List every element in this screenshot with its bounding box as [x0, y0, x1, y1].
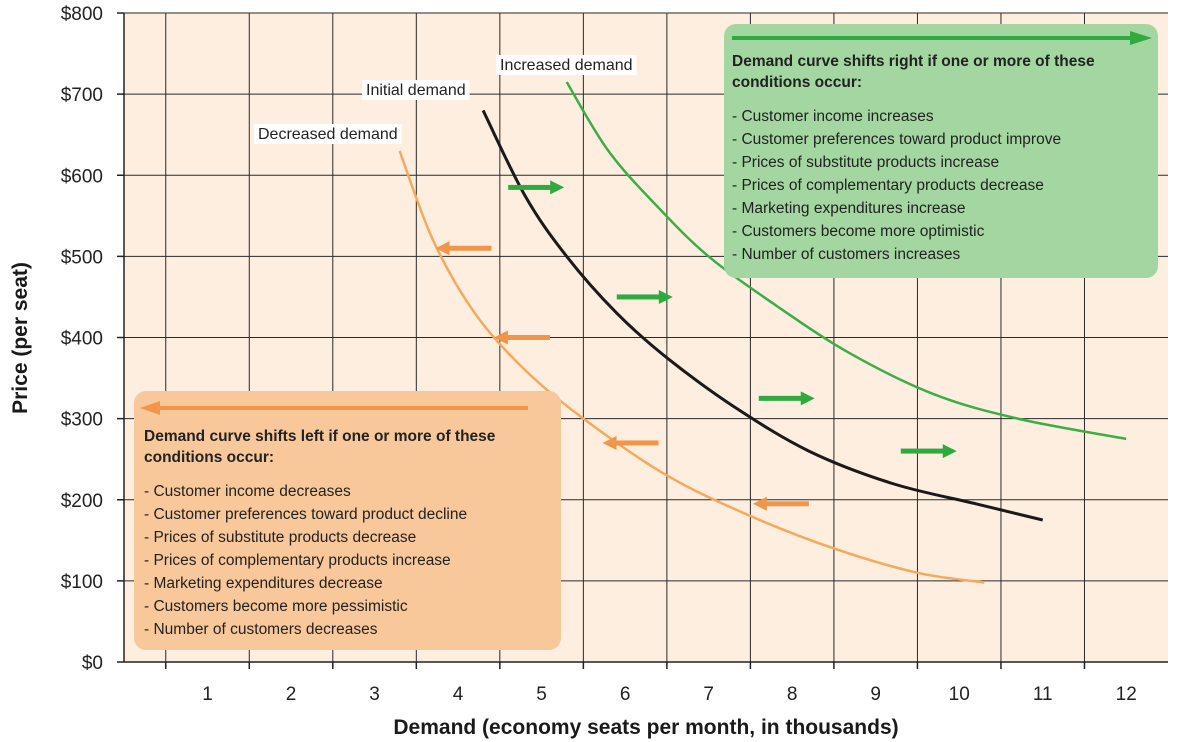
list-item: Customer preferences toward product decl… [144, 503, 551, 526]
left-shift-arrow-icon [493, 330, 550, 345]
left-shift-arrow-icon [435, 241, 492, 256]
y-axis-title: Price (per seat) [9, 262, 32, 414]
left-shift-arrow-icon [602, 435, 659, 450]
demand-curves [398, 81, 1127, 584]
shift-left-heading: Demand curve shifts left if one or more … [144, 428, 496, 466]
y-tick-label: $600 [61, 166, 103, 187]
decreased-demand-label: Decreased demand [258, 126, 398, 143]
x-tick-label: 6 [620, 684, 631, 705]
increased-demand-label-bg [496, 55, 637, 75]
y-tick-label: $800 [61, 4, 103, 25]
x-tick-label: 1 [202, 684, 213, 705]
initial-demand-label-bg [362, 80, 470, 100]
y-ticks: $0 $100 $200 $300 $400 $500 $600 $700 $800 [61, 4, 103, 674]
x-tick-label: 9 [870, 684, 881, 705]
x-tick-label: 10 [949, 684, 970, 705]
initial-demand-curve [481, 109, 1044, 522]
decreased-demand-curve [398, 150, 985, 584]
list-item: Customers become more optimistic [732, 220, 1148, 243]
y-tick-label: $300 [61, 410, 103, 431]
list-item: Customers become more pessimistic [144, 595, 551, 618]
y-tick-label: $500 [61, 247, 103, 268]
shift-right-heading: Demand curve shifts right if one or more… [732, 53, 1095, 91]
x-ticks: 1 2 3 4 5 6 7 8 9 10 11 12 [202, 684, 1137, 705]
right-shift-arrow-icon [900, 444, 957, 459]
right-shift-arrow-icon [758, 391, 815, 406]
list-item: Customer income decreases [144, 480, 551, 503]
list-item: Customer preferences toward product impr… [732, 128, 1148, 151]
list-item: Prices of substitute products decrease [144, 526, 551, 549]
y-tick-label: $0 [82, 653, 103, 674]
x-tick-label: 11 [1033, 684, 1053, 705]
y-tick-label: $100 [61, 572, 103, 593]
x-tick-label: 8 [787, 684, 798, 705]
x-tick-label: 3 [369, 684, 380, 705]
initial-demand-label: Initial demand [366, 82, 466, 99]
right-arrow-icon [732, 31, 1152, 45]
shift-left-list: Customer income decreases Customer prefe… [144, 480, 551, 641]
x-tick-label: 5 [536, 684, 547, 705]
decreased-demand-label-bg [254, 124, 402, 144]
list-item: Prices of substitute products increase [732, 151, 1148, 174]
list-item: Prices of complementary products increas… [144, 549, 551, 572]
shift-arrows [435, 180, 957, 511]
list-item: Number of customers increases [732, 243, 1148, 266]
x-tick-label: 2 [286, 684, 297, 705]
axes [117, 12, 1168, 669]
left-arrow-icon [140, 401, 528, 415]
y-tick-label: $400 [61, 329, 103, 350]
x-axis-title: Demand (economy seats per month, in thou… [393, 716, 898, 739]
list-item: Marketing expenditures increase [732, 197, 1148, 220]
right-shift-arrow-icon [616, 289, 673, 304]
list-item: Marketing expenditures decrease [144, 572, 551, 595]
left-shift-arrow-icon [752, 496, 809, 511]
list-item: Prices of complementary products decreas… [732, 174, 1148, 197]
increased-demand-label: Increased demand [500, 57, 633, 74]
shift-right-list: Customer income increases Customer prefe… [732, 105, 1148, 266]
curve-labels: Decreased demand Initial demand Increased … [254, 55, 637, 144]
shift-left-conditions-box: Demand curve shifts left if one or more … [134, 391, 561, 650]
increased-demand-curve [565, 81, 1127, 441]
list-item: Number of customers decreases [144, 618, 551, 641]
x-tick-label: 7 [703, 684, 714, 705]
x-tick-label: 4 [453, 684, 464, 705]
shift-right-conditions-box: Demand curve shifts right if one or more… [724, 24, 1158, 278]
y-tick-label: $200 [61, 491, 103, 512]
list-item: Customer income increases [732, 105, 1148, 128]
x-tick-label: 12 [1116, 684, 1137, 705]
right-shift-arrow-icon [508, 180, 565, 195]
y-tick-label: $700 [61, 85, 103, 106]
